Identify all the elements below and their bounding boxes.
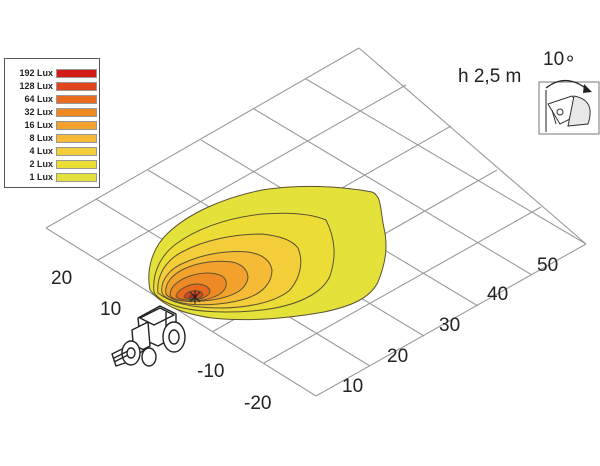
mounting-inset bbox=[538, 79, 600, 135]
grid-line bbox=[97, 84, 407, 261]
legend-item-2-lux: 2 Lux bbox=[5, 158, 101, 171]
y-tick-label: -20 bbox=[244, 393, 271, 414]
grid-line bbox=[305, 78, 587, 245]
y-tick-label: 20 bbox=[51, 268, 72, 289]
tilt-angle-label: 10∘ bbox=[543, 49, 577, 70]
x-tick-label: 20 bbox=[387, 346, 408, 367]
legend-item-8-lux: 8 Lux bbox=[5, 132, 101, 145]
legend-swatch bbox=[56, 82, 97, 91]
grid-line bbox=[253, 108, 533, 276]
legend-item-32-lux: 32 Lux bbox=[5, 106, 101, 119]
legend-item-128-lux: 128 Lux bbox=[5, 80, 101, 93]
y-tick-label: 10 bbox=[100, 299, 121, 320]
legend-label: 2 Lux bbox=[29, 159, 53, 169]
grid-line bbox=[358, 47, 587, 245]
work-lamp-icon bbox=[547, 95, 591, 127]
y-tick-label: -10 bbox=[197, 361, 224, 382]
legend-swatch bbox=[56, 160, 97, 169]
x-tick-label: 50 bbox=[537, 255, 558, 276]
legend-label: 1 Lux bbox=[29, 172, 53, 182]
legend-swatch bbox=[56, 173, 97, 182]
legend-item-1-lux: 1 Lux bbox=[5, 171, 101, 184]
legend-item-16-lux: 16 Lux bbox=[5, 119, 101, 132]
mounting-height-label: h 2,5 m bbox=[458, 66, 522, 87]
grid-line bbox=[45, 227, 317, 397]
legend-swatch bbox=[56, 134, 97, 143]
legend-item-4-lux: 4 Lux bbox=[5, 145, 101, 158]
x-tick-label: 40 bbox=[487, 284, 508, 305]
legend-label: 8 Lux bbox=[29, 133, 53, 143]
x-tick-label: 10 bbox=[342, 376, 363, 397]
legend-label: 32 Lux bbox=[24, 107, 53, 117]
legend-label: 4 Lux bbox=[29, 146, 53, 156]
legend-swatch bbox=[56, 108, 97, 117]
x-tick-label: 30 bbox=[439, 315, 460, 336]
legend-label: 64 Lux bbox=[24, 94, 53, 104]
grid-line bbox=[45, 47, 360, 229]
legend-label: 192 Lux bbox=[19, 68, 53, 78]
legend-swatch bbox=[56, 95, 97, 104]
legend-swatch bbox=[56, 147, 97, 156]
legend-label: 128 Lux bbox=[19, 81, 53, 91]
work-lamp-icon bbox=[189, 290, 201, 304]
legend-swatch bbox=[56, 121, 97, 130]
grid-line bbox=[263, 206, 542, 364]
lux-legend: 192 Lux 128 Lux 64 Lux 32 Lux 16 Lux 8 L… bbox=[4, 58, 100, 188]
legend-label: 16 Lux bbox=[24, 120, 53, 130]
legend-swatch bbox=[56, 69, 97, 78]
legend-item-192-lux: 192 Lux bbox=[5, 67, 101, 80]
legend-item-64-lux: 64 Lux bbox=[5, 93, 101, 106]
tractor-icon bbox=[111, 305, 186, 367]
tilt-angle-arrow bbox=[583, 84, 592, 93]
grid-line bbox=[315, 243, 587, 397]
isolux-contours bbox=[148, 185, 387, 321]
